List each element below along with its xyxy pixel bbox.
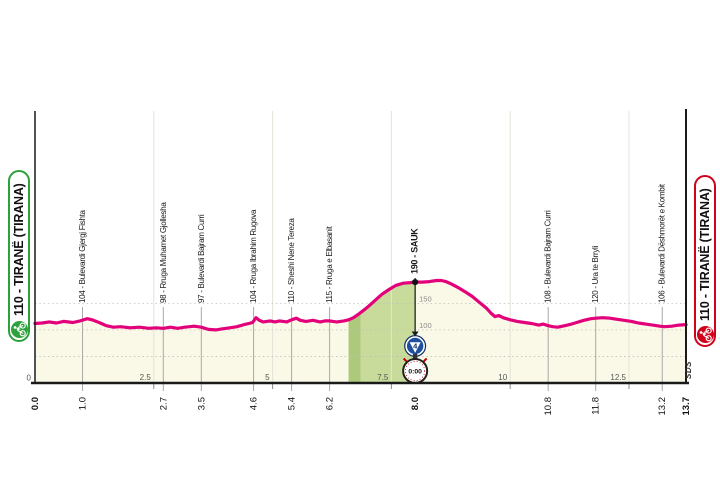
category-4-climb-icon: 4 bbox=[404, 331, 427, 357]
finish-label: 110 - TIRANË (TIRANA) bbox=[698, 188, 712, 321]
waypoint-label: 115 - Rruga e Elbasanit bbox=[325, 225, 334, 303]
waypoint-label: 108 - Bulevardi Bajram Curri bbox=[544, 210, 553, 303]
summit-dot bbox=[412, 279, 419, 286]
km-label: 13.2 bbox=[657, 397, 668, 416]
km-label: 10.8 bbox=[543, 397, 554, 416]
markers: 150 100 4 0:00 bbox=[402, 279, 432, 384]
waypoint-label: 110 - Sheshi Nene Tereza bbox=[287, 218, 296, 303]
route-profile bbox=[33, 278, 688, 332]
cyclist-icon bbox=[696, 326, 714, 343]
axis bbox=[31, 109, 689, 385]
side-elevation-label: 150 bbox=[419, 294, 432, 303]
km-label: 11.8 bbox=[591, 397, 602, 415]
km-label: 6.2 bbox=[325, 397, 336, 410]
waypoint-label: 190 - SAUK bbox=[410, 228, 420, 274]
waypoints: 0.0 104 - Bulevardi Gjergj Fishta 1.0 98 - … bbox=[30, 183, 692, 415]
finish-label-pill: 110 - TIRANË (TIRANA) bbox=[694, 175, 716, 347]
axis-tick-label: 2.5 bbox=[140, 373, 152, 382]
profile-line bbox=[33, 278, 688, 332]
svg-text:0:00: 0:00 bbox=[408, 369, 422, 376]
axis-tick-label: 12.5 bbox=[610, 373, 626, 382]
km-label: 0.0 bbox=[30, 397, 41, 410]
waypoint-label: 120 - Ura te Brryli bbox=[591, 245, 600, 303]
km-label: 13.7 bbox=[681, 397, 692, 416]
waypoint-label: 98 - Rruga Muhamet Gjollesha bbox=[159, 202, 168, 303]
y-zero-label: 0 bbox=[27, 374, 32, 383]
waypoint-label: 97 - Bulevardi Bajram Curri bbox=[197, 214, 206, 303]
start-label-pill: 110 - TIRANË (TIRANA) bbox=[8, 170, 30, 342]
climb-steep-band bbox=[348, 312, 361, 383]
km-label: 3.5 bbox=[196, 397, 207, 410]
axis-tick-label: 10 bbox=[498, 373, 507, 382]
climb-area bbox=[348, 282, 416, 383]
time-check-icon: 0:00 bbox=[402, 354, 429, 384]
gridlines bbox=[35, 111, 686, 383]
km-label: 4.6 bbox=[249, 397, 260, 410]
sds-logo: SDS bbox=[684, 361, 693, 379]
axis-tick-label: 5 bbox=[265, 373, 270, 382]
side-elevation-label: 100 bbox=[419, 321, 432, 330]
km-label: 2.7 bbox=[158, 397, 169, 410]
start-label: 110 - TIRANË (TIRANA) bbox=[12, 183, 26, 316]
axis-ticks: 2.5 5 7.5 10 12.5 0 bbox=[27, 373, 630, 389]
km-label: 1.0 bbox=[78, 397, 89, 410]
waypoint-label: 104 - Bulevardi Gjergj Fishta bbox=[78, 209, 87, 303]
km-label: 5.4 bbox=[287, 397, 298, 410]
waypoint-label: 106 - Bulevardi Dëshmorët e Kombit bbox=[658, 183, 667, 303]
axis-tick-label: 7.5 bbox=[377, 373, 389, 382]
cyclist-icon bbox=[10, 321, 28, 338]
km-label: 8.0 bbox=[410, 397, 421, 410]
waypoint-label: 104 - Rruga Ibrahim Rugova bbox=[249, 209, 258, 303]
svg-text:4: 4 bbox=[413, 341, 418, 350]
